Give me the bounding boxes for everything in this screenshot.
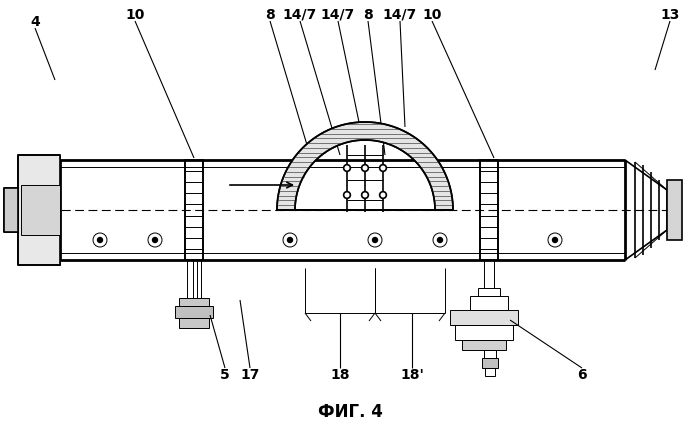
Bar [484, 350, 496, 358]
Circle shape [287, 237, 292, 243]
Text: 14/7: 14/7 [321, 8, 355, 22]
Circle shape [343, 191, 350, 199]
Text: 5: 5 [220, 368, 230, 382]
Text: 18: 18 [330, 368, 350, 382]
Bar [185, 160, 203, 260]
Bar [21, 185, 60, 235]
Circle shape [363, 166, 367, 170]
Bar [667, 180, 682, 240]
Circle shape [381, 166, 385, 170]
Bar [485, 368, 495, 376]
Circle shape [361, 165, 368, 172]
Bar [480, 160, 498, 260]
Circle shape [381, 193, 385, 197]
Text: 10: 10 [422, 8, 442, 22]
Text: 17: 17 [240, 368, 260, 382]
Circle shape [97, 237, 103, 243]
Circle shape [343, 165, 350, 172]
Bar [470, 296, 508, 310]
Polygon shape [277, 122, 453, 210]
Circle shape [345, 193, 349, 197]
Text: 4: 4 [30, 15, 40, 29]
Circle shape [373, 237, 377, 243]
Bar [482, 358, 498, 368]
Text: 8: 8 [265, 8, 275, 22]
Bar [455, 325, 513, 340]
Text: 14/7: 14/7 [283, 8, 317, 22]
Text: 18': 18' [400, 368, 424, 382]
Bar [478, 288, 500, 296]
Bar [179, 318, 209, 328]
Circle shape [552, 237, 558, 243]
Text: 13: 13 [661, 8, 679, 22]
Circle shape [438, 237, 442, 243]
Circle shape [361, 191, 368, 199]
Bar [450, 310, 518, 325]
Bar [175, 306, 213, 318]
Circle shape [152, 237, 157, 243]
Bar [462, 340, 506, 350]
Text: 10: 10 [125, 8, 145, 22]
Circle shape [380, 191, 387, 199]
Circle shape [363, 193, 367, 197]
Bar [18, 155, 60, 265]
Text: 6: 6 [577, 368, 587, 382]
Text: ФИГ. 4: ФИГ. 4 [317, 403, 382, 421]
Text: 8: 8 [363, 8, 373, 22]
Bar [4, 188, 18, 232]
Circle shape [380, 165, 387, 172]
Text: 14/7: 14/7 [383, 8, 417, 22]
Circle shape [345, 166, 349, 170]
Bar [179, 298, 209, 306]
